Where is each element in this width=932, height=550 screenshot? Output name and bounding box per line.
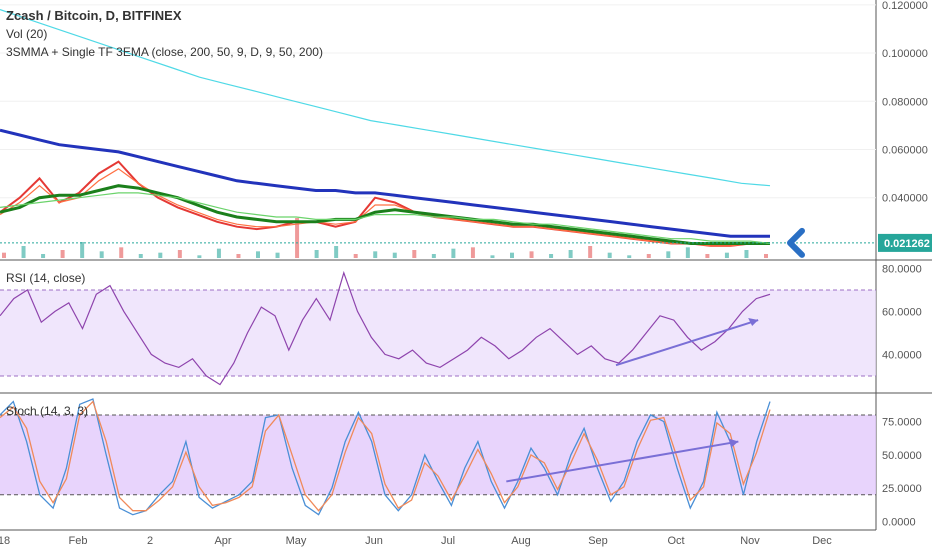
volume-bar xyxy=(60,250,65,258)
volume-bar xyxy=(334,246,339,258)
stoch-series xyxy=(0,398,771,516)
volume-bar xyxy=(236,254,241,258)
volume-bar xyxy=(216,248,221,258)
time-tick-label: 2 xyxy=(147,535,153,547)
time-tick-label: 18 xyxy=(0,535,10,547)
rsi-tick-label: 80.0000 xyxy=(882,263,922,275)
volume-bar xyxy=(451,248,456,258)
last-price-box xyxy=(878,233,932,252)
time-tick-label: May xyxy=(286,535,307,547)
rsi-title: RSI (14, close) xyxy=(6,271,85,285)
volume-bar xyxy=(21,246,26,258)
last-price-label: 0.021262 xyxy=(884,238,930,250)
volume-bar xyxy=(431,254,436,258)
price-tick-label: 0.060000 xyxy=(882,144,928,156)
chevron-left-icon[interactable] xyxy=(787,227,805,258)
stoch-tick-label: 0.0000 xyxy=(882,516,916,528)
rsi-arrow-head xyxy=(748,318,759,327)
volume-bar xyxy=(295,218,300,258)
volume-bar xyxy=(256,251,260,258)
main-series xyxy=(0,9,771,247)
volume-bar xyxy=(646,254,651,258)
main-series-line xyxy=(0,128,770,238)
main-series-line xyxy=(0,184,770,245)
volume-bar xyxy=(314,250,319,258)
volume-indicator-label: Vol (20) xyxy=(6,27,47,41)
volume-bar xyxy=(275,252,280,258)
time-tick-label: Oct xyxy=(667,535,684,547)
main-series-line xyxy=(0,192,771,245)
volume-bar xyxy=(568,250,573,258)
volume-bar xyxy=(353,254,358,258)
volume-bars xyxy=(2,218,768,258)
volume-bar xyxy=(373,251,378,258)
stoch-title: Stoch (14, 3, 3) xyxy=(6,404,88,418)
volume-bar xyxy=(588,246,593,258)
volume-bar xyxy=(529,251,534,258)
main-title: Zcash / Bitcoin, D, BITFINEX xyxy=(6,8,182,23)
price-tick-label: 0.120000 xyxy=(882,0,928,12)
rsi-band xyxy=(0,289,876,376)
volume-bar xyxy=(470,247,475,258)
volume-bar xyxy=(99,251,104,258)
volume-bar xyxy=(607,252,612,258)
time-tick-label: Apr xyxy=(214,535,231,547)
time-tick-label: Aug xyxy=(511,535,531,547)
volume-bar xyxy=(412,250,417,258)
time-tick-label: Sep xyxy=(588,535,608,547)
volume-bar xyxy=(705,254,710,258)
main-pane-grid xyxy=(0,4,876,199)
stoch-line xyxy=(0,398,771,516)
rsi-line xyxy=(0,270,771,386)
volume-bar xyxy=(685,247,690,258)
volume-bar xyxy=(392,252,397,258)
volume-bar xyxy=(744,250,749,258)
volume-bar xyxy=(627,255,632,258)
volume-bar xyxy=(490,255,495,258)
volume-bar xyxy=(177,250,182,258)
volume-bar xyxy=(119,247,124,258)
time-tick-label: Jun xyxy=(365,535,383,547)
stoch-tick-label: 75.0000 xyxy=(882,417,922,429)
rsi-tick-label: 60.0000 xyxy=(882,306,922,318)
time-tick-label: Dec xyxy=(812,535,832,547)
volume-bar xyxy=(510,252,514,258)
stoch-line xyxy=(0,400,771,512)
volume-bar xyxy=(549,254,554,258)
volume-bar xyxy=(80,242,85,258)
volume-bar xyxy=(2,252,6,258)
volume-bar xyxy=(764,254,768,258)
main-series-line xyxy=(0,9,771,187)
time-tick-label: Nov xyxy=(740,535,760,547)
smma-indicator-label: 3SMMA + Single TF 3EMA (close, 200, 50, … xyxy=(6,45,323,59)
volume-bar xyxy=(724,252,729,258)
stoch-tick-label: 25.0000 xyxy=(882,483,922,495)
rsi-series xyxy=(0,270,771,386)
rsi-trend-arrow xyxy=(615,319,759,367)
volume-bar xyxy=(41,254,46,258)
price-tick-label: 0.040000 xyxy=(882,193,928,205)
volume-bar xyxy=(666,251,671,258)
price-tick-label: 0.080000 xyxy=(882,96,928,108)
volume-bar xyxy=(138,254,143,258)
time-tick-label: Jul xyxy=(441,535,455,547)
price-tick-label: 0.100000 xyxy=(882,48,928,60)
rsi-tick-label: 40.0000 xyxy=(882,349,922,361)
stoch-trend-arrow xyxy=(506,440,739,483)
volume-bar xyxy=(158,252,163,258)
main-series-line xyxy=(0,168,770,247)
time-tick-label: Feb xyxy=(69,535,88,547)
stoch-arrow-head xyxy=(728,438,739,448)
volume-bar xyxy=(197,255,202,258)
stoch-tick-label: 50.0000 xyxy=(882,450,922,462)
